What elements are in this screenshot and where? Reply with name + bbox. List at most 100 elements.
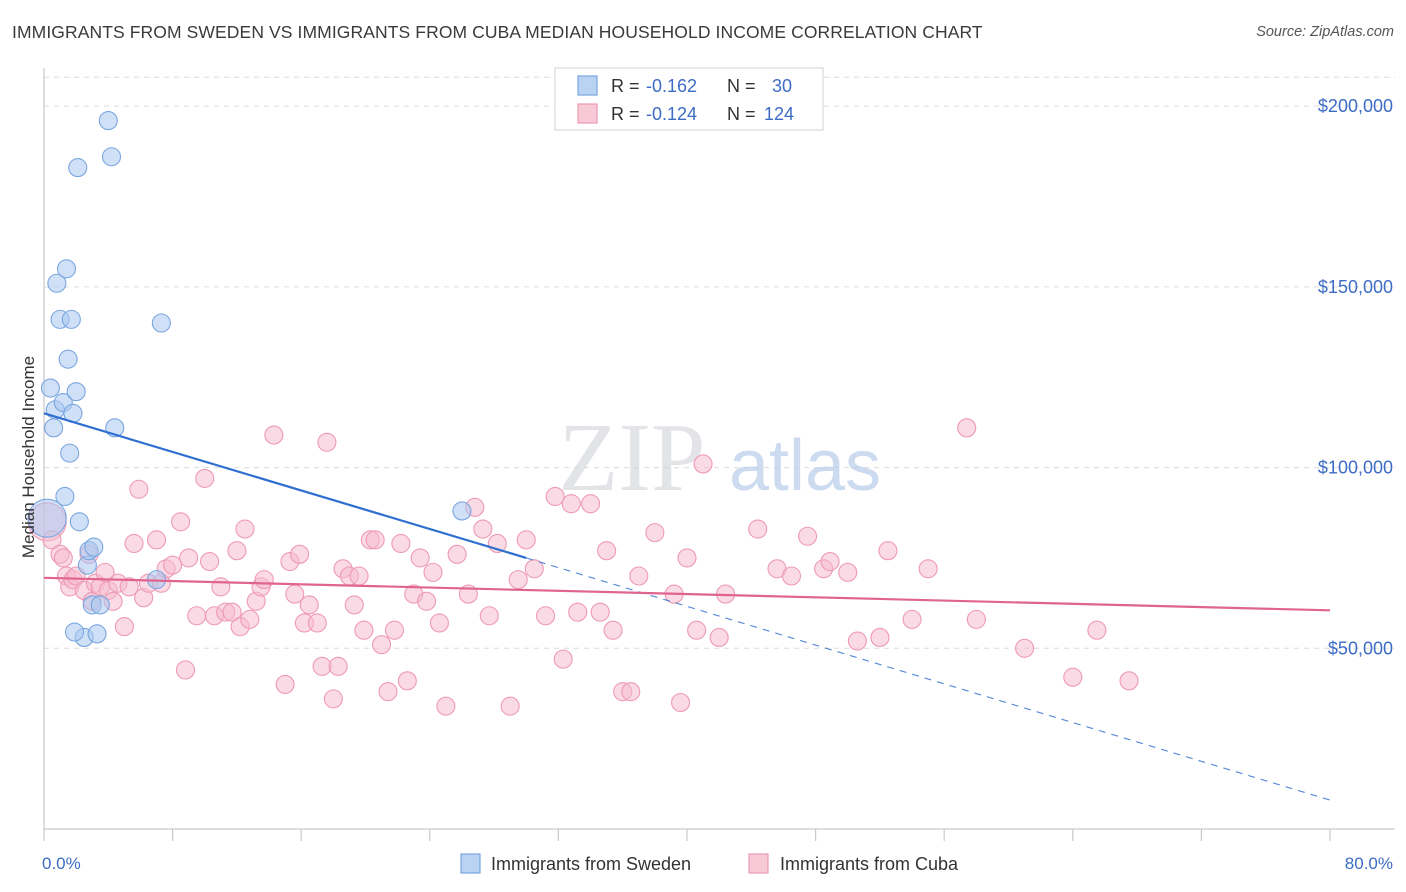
cuba-point (312, 656, 332, 676)
cuba-point (1087, 620, 1107, 640)
bottom-legend-swatch-cuba (748, 853, 769, 874)
axes (43, 68, 1395, 841)
cuba-point (378, 682, 398, 702)
cuba-point (365, 530, 385, 550)
cuba-point (1063, 667, 1083, 687)
cuba-point (344, 595, 364, 615)
legend-n-label: N = (727, 76, 756, 96)
bottom-legend: Immigrants from Sweden Immigrants from C… (460, 853, 959, 874)
cuba-point (580, 494, 601, 514)
x-tick-label-left: 0.0% (42, 854, 81, 873)
legend: R = -0.162 N = 30 R = -0.124 N = 124 (554, 67, 824, 131)
cuba-point (709, 627, 729, 647)
cuba-point (693, 454, 713, 474)
cuba-point (328, 656, 348, 676)
cuba-point (687, 620, 707, 640)
cuba-point (146, 530, 167, 550)
cuba-point (1119, 671, 1139, 691)
y-tick-label: $50,000 (1328, 638, 1393, 658)
sweden-point (87, 624, 107, 644)
cuba-point (645, 523, 665, 543)
legend-r-label: R = (611, 104, 640, 124)
cuba-point (171, 512, 191, 532)
cuba-point (838, 562, 858, 582)
cuba-point (95, 562, 115, 582)
cuba-point (902, 609, 922, 629)
watermark: ZIP atlas (559, 404, 882, 512)
sweden-point (64, 622, 85, 642)
sweden-trend-line (43, 412, 527, 559)
y-tick-label: $150,000 (1318, 277, 1393, 297)
cuba-point (473, 519, 493, 539)
cuba-point (240, 609, 260, 629)
sweden-point (44, 418, 64, 438)
cuba-point (124, 533, 144, 554)
cuba-point (195, 468, 215, 488)
sweden-point (27, 498, 67, 538)
sweden-point (98, 111, 118, 131)
cuba-point (187, 606, 207, 626)
cuba-point (372, 635, 392, 655)
legend-r-value: -0.162 (646, 76, 697, 96)
legend-box (554, 67, 824, 131)
cuba-point (878, 541, 898, 561)
cuba-point (317, 432, 337, 452)
sweden-point (452, 501, 472, 521)
cuba-point (384, 620, 404, 640)
sweden-point (101, 147, 122, 167)
cuba-point (798, 526, 818, 546)
cuba-point (781, 566, 802, 586)
cuba-point (417, 591, 437, 611)
cuba-point (918, 559, 938, 579)
gridlines (44, 76, 1395, 649)
bottom-legend-label-sweden: Immigrants from Sweden (491, 854, 691, 874)
sweden-points (27, 111, 472, 647)
bottom-legend-label-cuba: Immigrants from Cuba (780, 854, 959, 874)
cuba-point (447, 544, 467, 564)
legend-n-label: N = (727, 104, 756, 124)
cuba-point (254, 570, 274, 590)
cuba-point (354, 620, 374, 640)
cuba-point (671, 692, 691, 713)
cuba-point (820, 551, 840, 572)
sweden-trend-extension (526, 557, 1331, 801)
sweden-point (40, 378, 60, 398)
cuba-point (603, 620, 623, 640)
cuba-point (966, 609, 986, 629)
cuba-point (436, 696, 456, 716)
cuba-point (870, 627, 890, 647)
cuba-point (163, 555, 183, 575)
cuba-point (227, 541, 247, 561)
cuba-point (323, 689, 343, 709)
cuba-point (410, 548, 430, 568)
sweden-point (58, 349, 78, 369)
cuba-point (524, 559, 544, 579)
sweden-point (84, 537, 104, 557)
x-tick-label-right: 80.0% (1345, 854, 1393, 873)
sweden-point (90, 595, 110, 615)
cuba-point (397, 671, 417, 691)
sweden-point (56, 259, 77, 279)
source-credit: Source: ZipAtlas.com (1256, 24, 1394, 40)
sweden-point (151, 313, 171, 333)
legend-swatch-cuba (577, 103, 598, 124)
cuba-point (114, 617, 134, 637)
legend-r-value: -0.124 (646, 104, 697, 124)
cuba-point (299, 595, 319, 615)
cuba-point (290, 544, 310, 564)
watermark-atlas: atlas (729, 426, 881, 506)
sweden-point (47, 273, 67, 293)
cuba-point (349, 566, 369, 586)
cuba-trend-line (43, 576, 1331, 612)
cuba-point (621, 682, 641, 702)
trend-lines (43, 412, 1331, 801)
y-axis-title: Median Household Income (19, 356, 38, 558)
cuba-point (545, 486, 565, 507)
cuba-point (590, 602, 610, 622)
cuba-point (222, 602, 242, 622)
cuba-point (957, 418, 977, 438)
cuba-point (200, 551, 220, 572)
cuba-point (535, 606, 556, 626)
cuba-point (553, 649, 573, 669)
